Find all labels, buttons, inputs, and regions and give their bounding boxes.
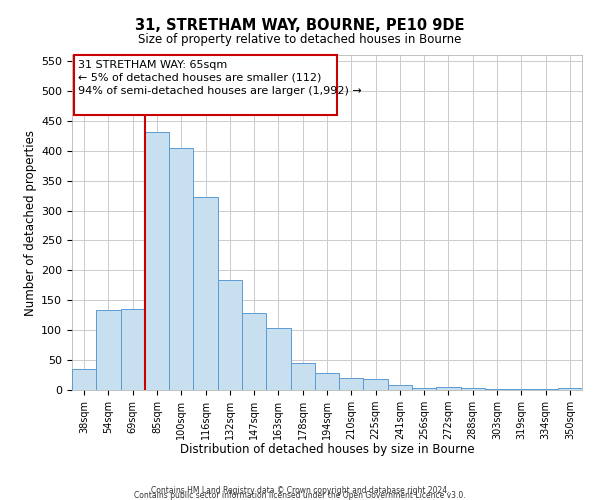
Bar xyxy=(558,388,582,390)
Text: Contains HM Land Registry data © Crown copyright and database right 2024.: Contains HM Land Registry data © Crown c… xyxy=(151,486,449,495)
Bar xyxy=(364,379,388,390)
Text: Contains public sector information licensed under the Open Government Licence v3: Contains public sector information licen… xyxy=(134,491,466,500)
Bar xyxy=(339,378,364,390)
Text: ← 5% of detached houses are smaller (112): ← 5% of detached houses are smaller (112… xyxy=(78,73,322,83)
X-axis label: Distribution of detached houses by size in Bourne: Distribution of detached houses by size … xyxy=(179,444,475,456)
Bar xyxy=(315,372,339,390)
Bar xyxy=(436,387,461,390)
Y-axis label: Number of detached properties: Number of detached properties xyxy=(24,130,37,316)
Text: Size of property relative to detached houses in Bourne: Size of property relative to detached ho… xyxy=(139,32,461,46)
Bar xyxy=(290,363,315,390)
Bar xyxy=(169,148,193,390)
Text: 31 STRETHAM WAY: 65sqm: 31 STRETHAM WAY: 65sqm xyxy=(78,60,227,70)
Bar xyxy=(412,388,436,390)
Bar xyxy=(193,198,218,390)
Bar xyxy=(218,280,242,390)
Bar xyxy=(242,314,266,390)
Bar xyxy=(96,310,121,390)
Bar xyxy=(388,384,412,390)
Bar xyxy=(266,328,290,390)
Bar xyxy=(74,55,337,115)
Bar xyxy=(72,369,96,390)
Bar xyxy=(485,389,509,390)
Text: 94% of semi-detached houses are larger (1,992) →: 94% of semi-detached houses are larger (… xyxy=(78,86,362,96)
Bar xyxy=(145,132,169,390)
Bar xyxy=(461,388,485,390)
Text: 31, STRETHAM WAY, BOURNE, PE10 9DE: 31, STRETHAM WAY, BOURNE, PE10 9DE xyxy=(135,18,465,32)
Bar xyxy=(121,309,145,390)
